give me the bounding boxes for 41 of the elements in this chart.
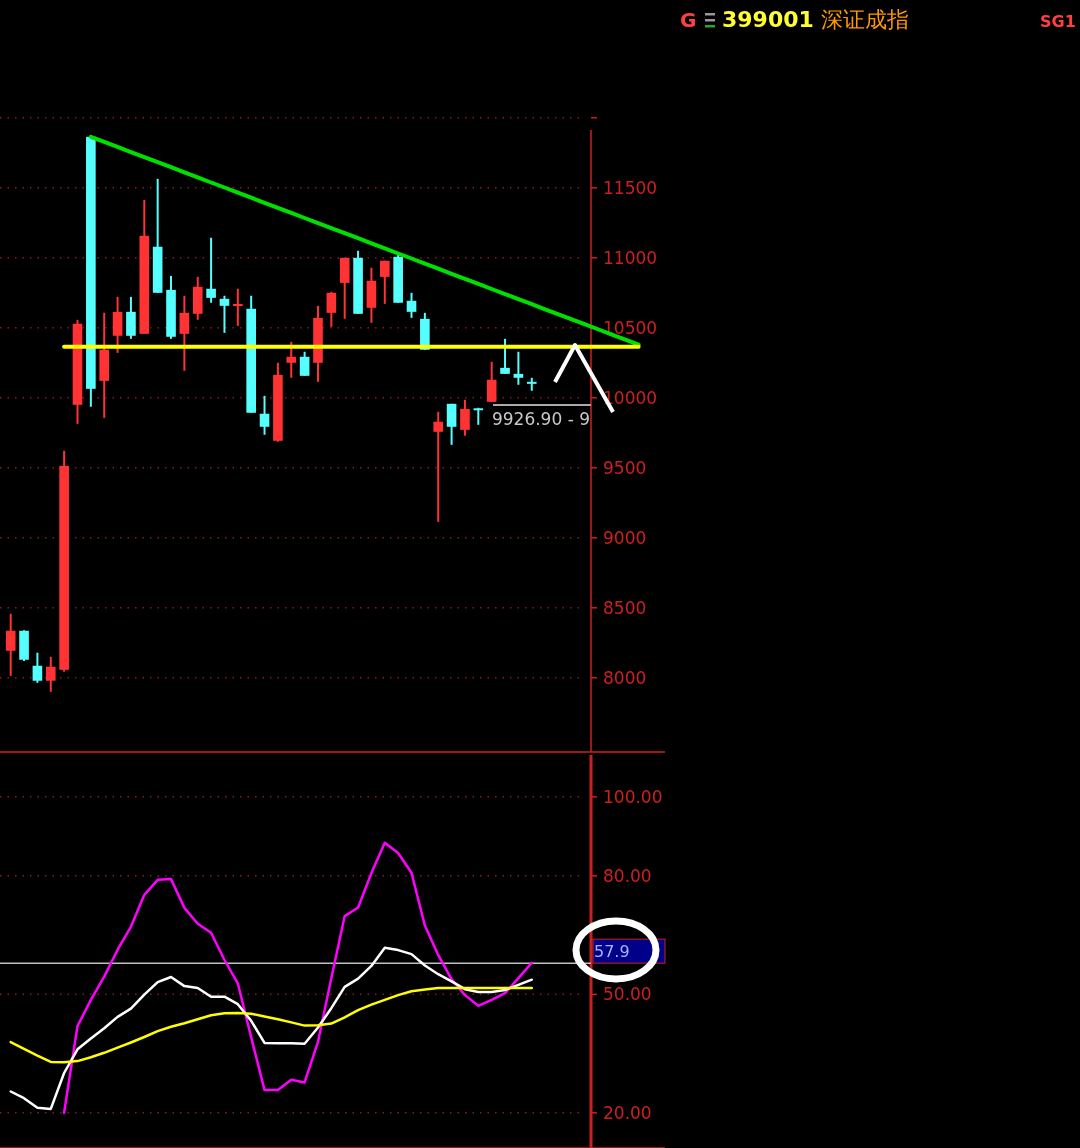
candlestick (286, 340, 297, 379)
candlestick (500, 337, 510, 375)
candlestick (326, 290, 337, 328)
candlestick (32, 651, 43, 684)
y-tick-label: 9500 (603, 457, 647, 478)
candlestick (379, 259, 390, 305)
candlestick (433, 410, 444, 523)
candlestick (299, 350, 310, 377)
text: SG1 (1040, 12, 1076, 31)
y-tick-label: 50.00 (603, 984, 652, 1005)
candlestick (112, 295, 123, 354)
y-tick-label: 8500 (603, 597, 647, 618)
y-tick-label: 11500 (603, 177, 658, 198)
line-series (62, 841, 534, 1115)
line-series (9, 946, 534, 1111)
y-tick-label: 80.00 (603, 865, 652, 886)
candlestick (126, 295, 136, 340)
y-tick-label: 10500 (603, 317, 658, 338)
y-tick-label: 8000 (603, 667, 647, 688)
y-tick-label: 100.00 (603, 786, 663, 807)
candlestick (206, 236, 216, 304)
ref-line-label: 57.9 (594, 942, 630, 962)
text: G (680, 8, 697, 32)
candlestick (406, 291, 417, 319)
candlestick (219, 294, 230, 334)
candlestick (5, 612, 16, 677)
y-tick-label: 9000 (603, 527, 647, 548)
candlestick (513, 350, 524, 386)
candlestick (179, 294, 190, 372)
candlestick (460, 398, 470, 437)
text: 399001 深证成指 (722, 7, 909, 32)
annotation: 9926.90 - 9 (491, 409, 590, 429)
candlestick (45, 655, 56, 693)
y-tick-label: 10000 (603, 387, 658, 408)
line-series (9, 986, 534, 1064)
y-tick-label: 11000 (603, 247, 658, 268)
candlestick (259, 394, 270, 436)
candlestick (446, 402, 457, 446)
candlestick (486, 360, 497, 403)
y-tick-label: 20.00 (603, 1102, 652, 1123)
candlestick (233, 287, 243, 327)
